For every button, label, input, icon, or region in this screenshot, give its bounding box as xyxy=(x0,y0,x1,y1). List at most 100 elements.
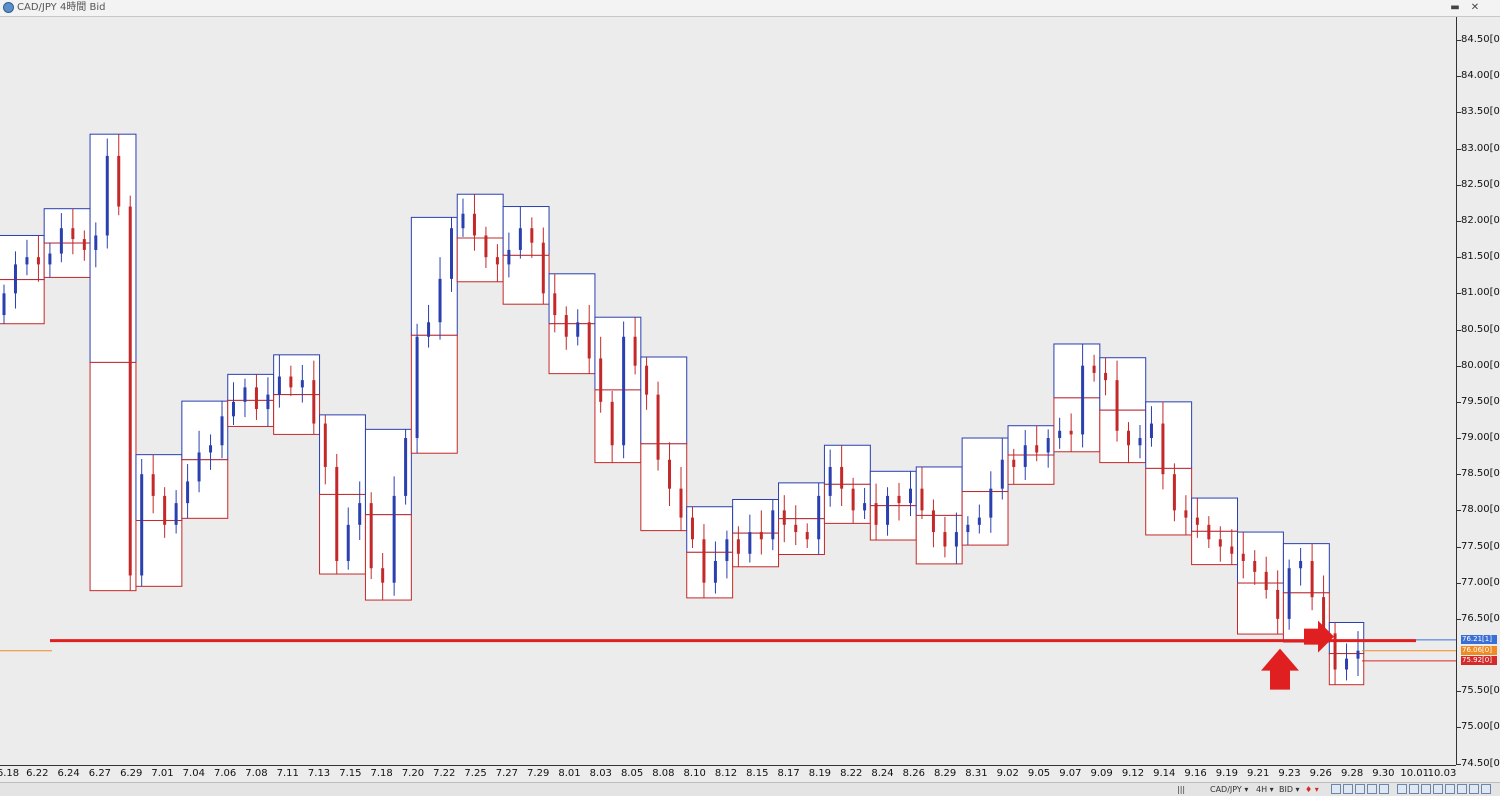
y-tick-label: 84.50[0] xyxy=(1461,34,1500,46)
candle-body xyxy=(1104,372,1108,381)
envelope-upper-box xyxy=(273,354,321,396)
candle-body xyxy=(369,503,373,569)
candle-body xyxy=(931,510,935,533)
y-tick-mark xyxy=(1457,257,1461,259)
trend-line-icon[interactable] xyxy=(1379,784,1389,794)
zoom-fit-icon[interactable] xyxy=(1331,784,1341,794)
envelope-upper-box xyxy=(686,506,734,553)
candle-body xyxy=(1333,633,1337,670)
time-axis[interactable]: 6.18 6.22 6.24 6.27 6.29 7.01 7.04 7.06 7.08 7.11… xyxy=(0,765,1456,782)
x-tick-label: 7.18 xyxy=(370,768,393,779)
candle-body xyxy=(1264,571,1268,590)
crosshair-icon[interactable] xyxy=(1421,784,1431,794)
envelope-upper-box xyxy=(319,414,366,495)
candle-body xyxy=(977,517,981,525)
zoom-in-icon[interactable] xyxy=(1469,784,1479,794)
y-tick-label: 82.50[0] xyxy=(1461,178,1500,190)
candle-body xyxy=(140,474,144,576)
candle-body xyxy=(438,278,442,323)
y-tick-mark xyxy=(1457,582,1461,584)
envelope-lower-box xyxy=(364,514,412,601)
candle-body xyxy=(564,315,568,337)
candle-body xyxy=(886,495,890,525)
x-tick-label: 7.11 xyxy=(276,768,299,779)
scroll-handle-icon[interactable]: ||| xyxy=(1177,785,1186,794)
x-tick-label: 8.24 xyxy=(871,768,894,779)
x-tick-label: 9.05 xyxy=(1027,768,1051,779)
candle-body xyxy=(1230,546,1234,554)
envelope-lower-box xyxy=(1099,409,1147,464)
candle-body xyxy=(633,336,637,366)
candle-body xyxy=(966,524,970,533)
x-tick-label: 7.25 xyxy=(464,768,487,779)
x-tick-label: 7.04 xyxy=(182,768,205,779)
candle-body xyxy=(1276,589,1280,619)
chart-type-icon[interactable] xyxy=(1343,784,1353,794)
candle-body xyxy=(1092,365,1096,373)
print-icon[interactable] xyxy=(1397,784,1407,794)
y-tick-mark xyxy=(1457,438,1461,440)
y-tick-label: 75.50[0] xyxy=(1461,685,1500,697)
price-side-selector[interactable]: BID ▾ xyxy=(1279,785,1300,794)
y-tick-label: 83.50[0] xyxy=(1461,106,1500,118)
y-tick-mark xyxy=(1457,76,1461,78)
drawing-tool-icon[interactable] xyxy=(1367,784,1377,794)
candle-body xyxy=(782,510,786,525)
chart-plot-area[interactable] xyxy=(0,17,1456,765)
candle-body xyxy=(1115,380,1119,431)
x-tick-label: 8.03 xyxy=(589,768,612,779)
move-icon[interactable] xyxy=(1433,784,1443,794)
candle-body xyxy=(300,380,304,388)
candle-body xyxy=(1127,430,1131,446)
candle-body xyxy=(495,257,499,265)
x-tick-label: 8.29 xyxy=(933,768,957,779)
close-button[interactable]: ✕ xyxy=(1470,2,1480,13)
settings-icon[interactable] xyxy=(1457,784,1467,794)
candle-body xyxy=(1069,430,1073,435)
candle-body xyxy=(25,257,29,265)
candle-body xyxy=(610,401,614,446)
candle-body xyxy=(220,416,224,446)
zoom-out-icon[interactable] xyxy=(1481,784,1491,794)
x-tick-label: 6.29 xyxy=(120,768,143,779)
candle-body xyxy=(392,495,396,583)
candle-body xyxy=(840,466,844,489)
candle-body xyxy=(828,466,832,496)
x-tick-label: 6.18 xyxy=(0,768,20,779)
candle-body xyxy=(1023,445,1027,467)
candle-body xyxy=(954,532,958,547)
candle-body xyxy=(897,495,901,504)
y-tick-label: 81.00[0] xyxy=(1461,287,1500,299)
candle-body xyxy=(1000,459,1004,489)
candle-body xyxy=(576,322,580,337)
x-tick-label: 9.28 xyxy=(1340,768,1364,779)
candle-body xyxy=(266,394,270,410)
envelope-upper-box xyxy=(181,400,229,461)
x-tick-label: 8.05 xyxy=(620,768,644,779)
candle-body xyxy=(874,503,878,525)
marker-selector[interactable]: ♦ ▾ xyxy=(1305,785,1319,794)
minimize-button[interactable]: ▬ xyxy=(1450,2,1460,13)
status-bar: ||| CAD/JPY ▾ 4H ▾ BID ▾ ♦ ▾ xyxy=(0,782,1500,796)
y-tick-mark xyxy=(1457,510,1461,512)
timeframe-selector[interactable]: 4H ▾ xyxy=(1256,785,1274,794)
candle-body xyxy=(1345,658,1349,670)
symbol-selector[interactable]: CAD/JPY ▾ xyxy=(1210,785,1249,794)
y-tick-label: 78.00[0] xyxy=(1461,504,1500,516)
expand-icon[interactable] xyxy=(1445,784,1455,794)
search-icon[interactable] xyxy=(1409,784,1419,794)
y-tick-mark xyxy=(1457,365,1461,367)
candle-body xyxy=(759,532,763,540)
envelope-upper-box xyxy=(456,193,504,239)
envelope-upper-box xyxy=(502,206,550,256)
candle-body xyxy=(587,322,591,359)
candle-body xyxy=(174,503,178,525)
candle-body xyxy=(748,532,752,554)
y-tick-label: 78.50[0] xyxy=(1461,468,1500,480)
candle-body xyxy=(151,474,155,496)
envelope-lower-box xyxy=(410,334,458,454)
envelope-lower-box xyxy=(961,491,1009,546)
y-tick-label: 76.50[0] xyxy=(1461,612,1500,624)
envelope-lower-box xyxy=(823,483,871,524)
indicator-icon[interactable] xyxy=(1355,784,1365,794)
